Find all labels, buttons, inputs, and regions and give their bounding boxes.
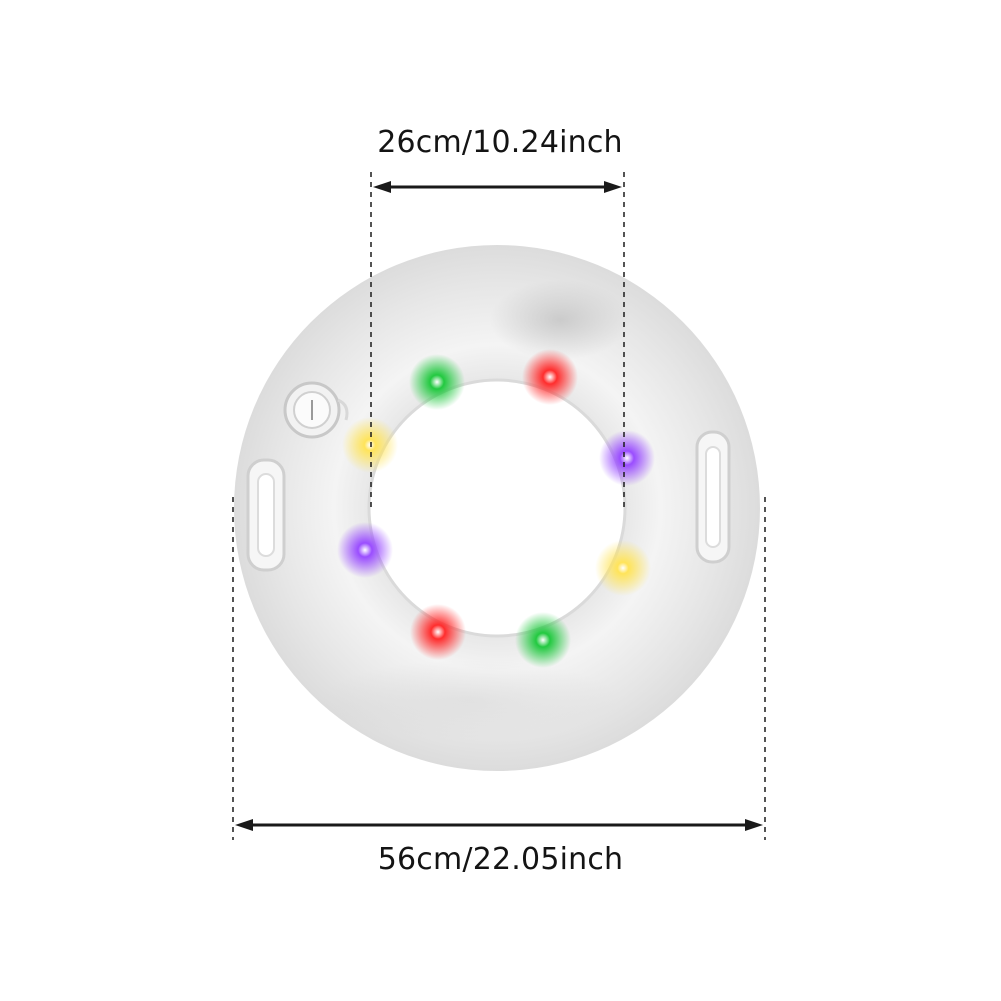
ring-shadow-bottom (320, 660, 620, 740)
handle-left-icon (246, 458, 286, 572)
inner-diameter-dimension (370, 172, 625, 510)
led-lights (337, 349, 655, 668)
led-red-top (522, 349, 578, 405)
led-green-bottom (515, 612, 571, 668)
handle-right-icon (695, 430, 731, 564)
led-green-top (409, 354, 465, 410)
led-yellow-right (595, 540, 651, 596)
inner-diameter-label: 26cm/10.24inch (377, 125, 623, 160)
led-purple-right (599, 430, 655, 486)
led-yellow-left (342, 417, 398, 473)
led-purple-left (337, 522, 393, 578)
outer-diameter-label: 56cm/22.05inch (377, 842, 624, 877)
ring-hole (369, 380, 625, 636)
outer-diameter-dimension (232, 497, 766, 840)
led-red-bottom (410, 604, 466, 660)
ring-shadow (490, 280, 630, 360)
air-valve-icon (283, 381, 349, 439)
